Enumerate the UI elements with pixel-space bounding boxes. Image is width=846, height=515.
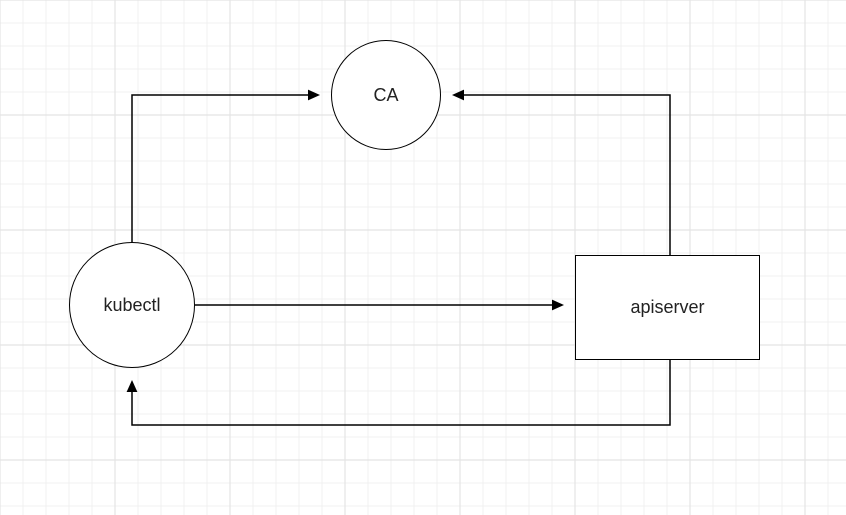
node-ca: CA [331,40,441,150]
edge [132,95,308,242]
node-apiserver-label: apiserver [630,297,704,318]
node-kubectl-label: kubectl [103,295,160,316]
edge [132,360,670,425]
diagram-canvas: CA kubectl apiserver [0,0,846,515]
edge [464,95,670,255]
node-ca-label: CA [373,85,398,106]
node-kubectl: kubectl [69,242,195,368]
node-apiserver: apiserver [575,255,760,360]
